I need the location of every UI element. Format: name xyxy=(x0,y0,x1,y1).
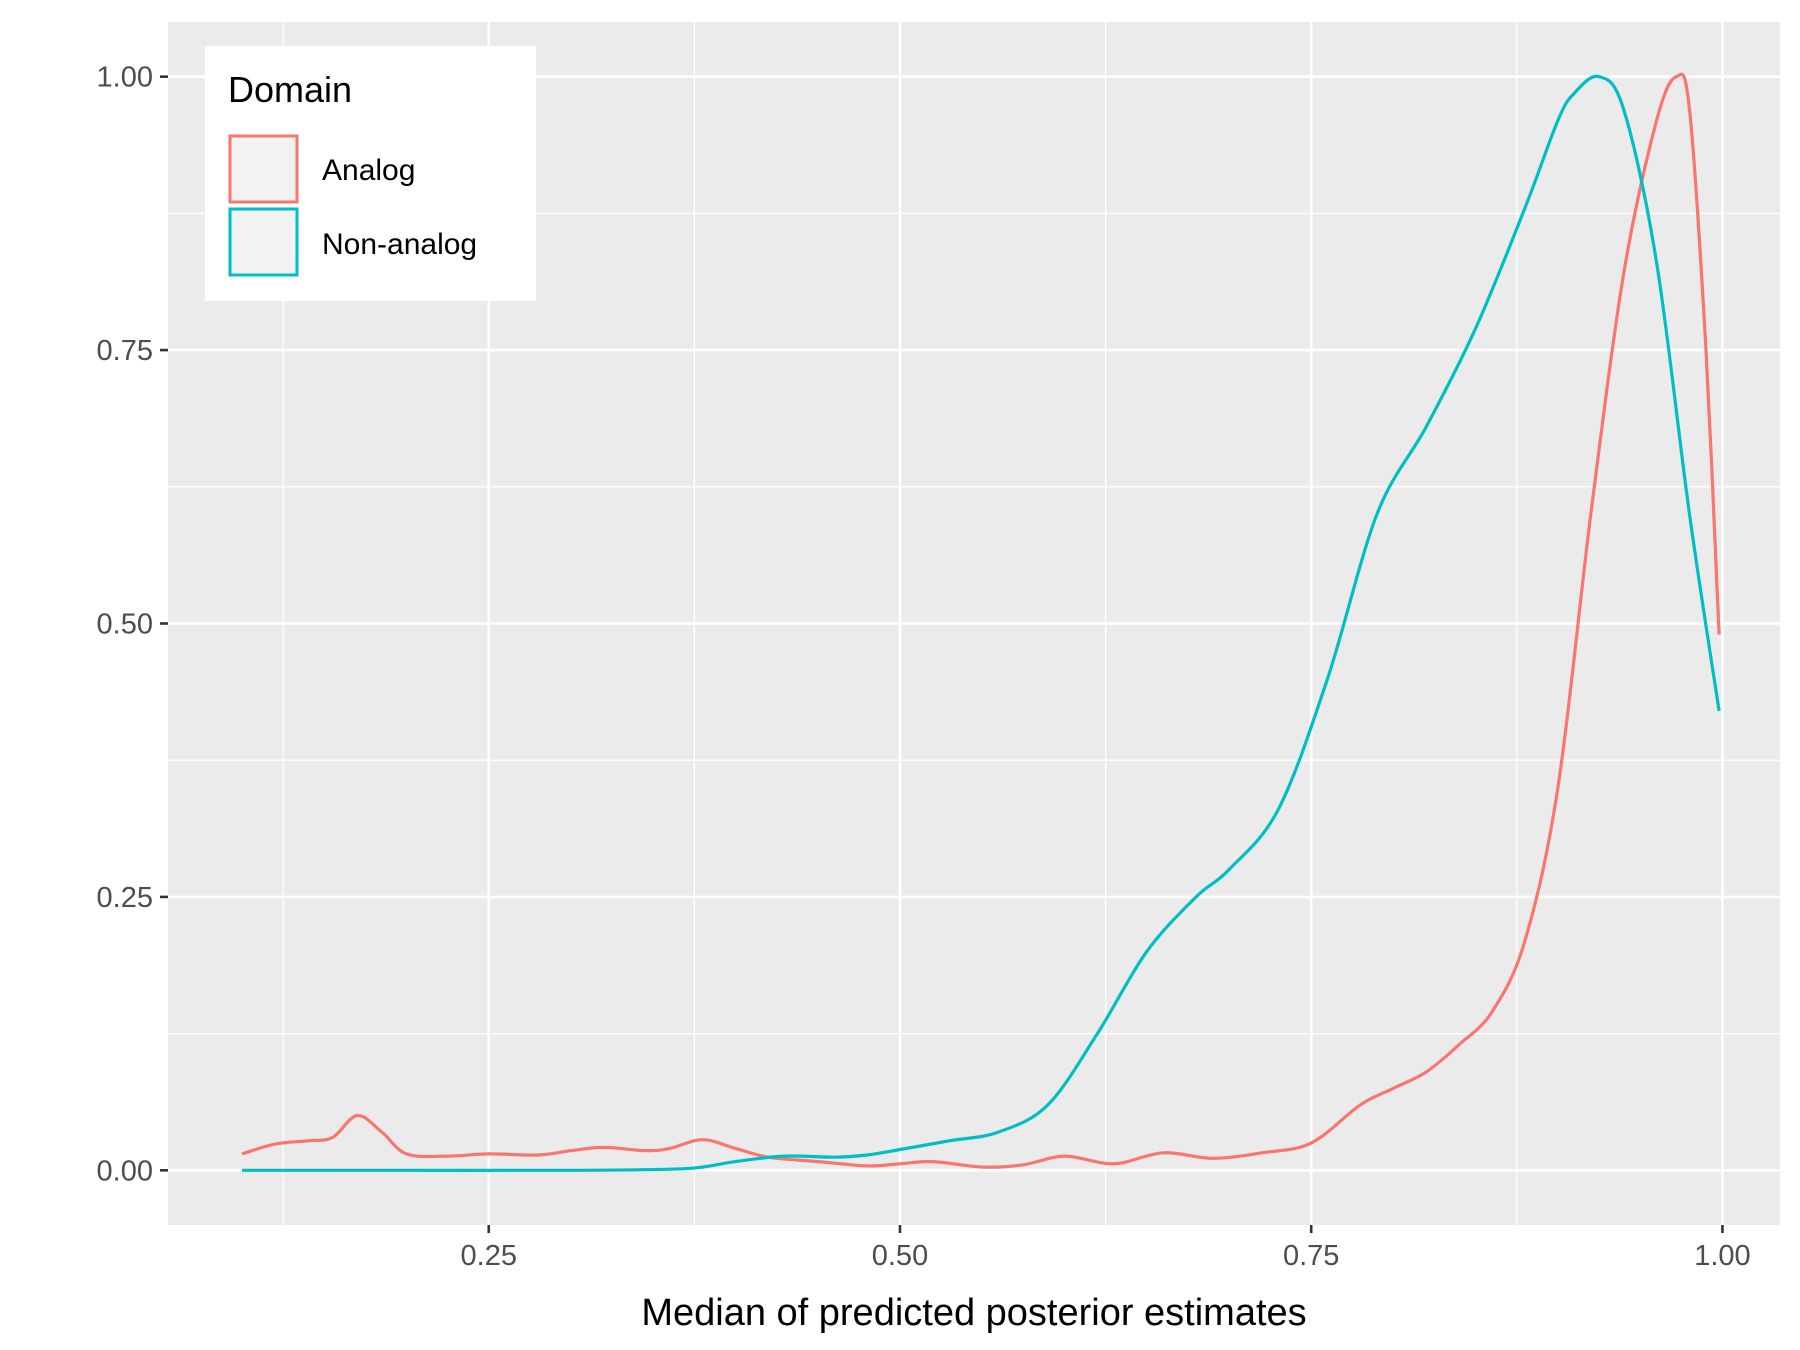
y-tick-label: 0.75 xyxy=(97,335,153,367)
y-tick-label: 0.25 xyxy=(97,882,153,914)
series-layer xyxy=(241,72,1721,1172)
y-tick-label: 0.50 xyxy=(97,609,153,641)
x-tick-label: 1.00 xyxy=(1694,1240,1750,1272)
x-tick-label: 0.75 xyxy=(1283,1240,1339,1272)
y-tick-label: 1.00 xyxy=(97,62,153,94)
legend-key-analog xyxy=(228,134,299,204)
y-tick-label: 0.00 xyxy=(97,1155,153,1187)
series-line-analog xyxy=(241,72,1721,1169)
series-line-non-analog xyxy=(242,74,1721,1172)
x-axis-title: Median of predicted posterior estimates xyxy=(641,1292,1306,1334)
legend-label-analog: Analog xyxy=(322,154,415,187)
x-axis: 0.25 0.50 0.75 1.00 xyxy=(461,1225,1751,1272)
legend-key-non-analog xyxy=(228,207,299,277)
legend-label-non-analog: Non-analog xyxy=(322,228,477,261)
x-tick-label: 0.25 xyxy=(461,1240,517,1272)
legend: Domain Analog Non-analog xyxy=(205,46,536,301)
y-axis: 0.00 0.25 0.50 0.75 1.00 xyxy=(97,62,168,1187)
legend-title: Domain xyxy=(228,69,352,110)
x-tick-label: 0.50 xyxy=(872,1240,928,1272)
